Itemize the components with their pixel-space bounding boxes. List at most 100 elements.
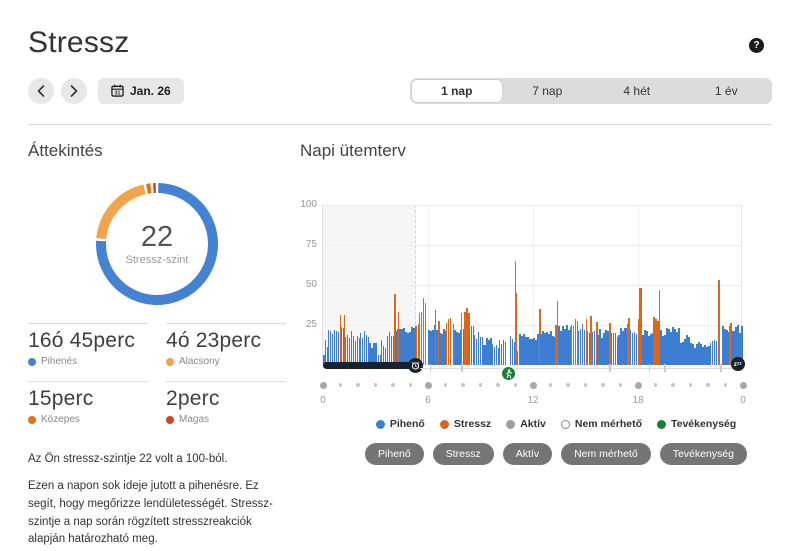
rest-bar [481,337,483,365]
chip-nem-mérhető[interactable]: Nem mérhető [561,443,651,465]
rest-bar [337,332,340,365]
sleep-start-zzz-icon[interactable]: zᶻᶻ [730,357,745,371]
hour-dot-minor [356,383,360,387]
rest-bar [498,340,501,365]
rest-bar [519,334,521,365]
stat-value: 15perc [28,387,94,410]
hour-dot-minor [706,383,710,387]
rest-bar [488,339,490,365]
stress-bar [447,318,449,365]
hour-dot-minor [653,383,658,387]
rest-bar [388,331,391,365]
rest-bar [533,338,535,365]
stress-donut-chart[interactable]: 22 Stressz-szint [94,181,220,307]
stress-bar [515,293,518,365]
legend-label: Nem mérhető [574,418,642,430]
header-divider [28,124,772,125]
rest-bar [599,328,601,365]
rest-bar [375,342,377,365]
tab-1-év[interactable]: 1 év [682,79,772,103]
stress-bar [424,313,427,365]
rest-bar [562,325,564,365]
rest-bar [652,333,654,365]
rest-bar [688,337,690,365]
date-picker-button[interactable]: 31 Jan. 26 [98,77,184,104]
hour-dot-minor [373,383,378,387]
rest-bar [735,326,737,365]
rest-bar [479,337,481,365]
prev-day-button[interactable] [28,77,54,104]
stat-label: Alacsony [179,356,220,367]
chart-plot-area[interactable]: zᶻᶻ 0 6 12 18 0 [319,205,747,406]
stat-label: Közepes [41,414,80,425]
rest-bar [554,336,556,365]
tab-4-hét[interactable]: 4 hét [592,79,682,103]
chip-tevékenység[interactable]: Tevékenység [659,443,747,465]
activity-marker-icon[interactable] [499,365,517,382]
legend-label: Stressz [453,418,492,430]
rest-bar [384,348,387,365]
tab-1-nap[interactable]: 1 nap [411,78,503,103]
legend-item-stressz: Stressz [439,418,492,430]
stress-bar [514,260,517,365]
donut-segment-alacsony [96,184,146,240]
hour-dot-minor [443,383,448,387]
stress-bar [718,280,720,365]
stress-bars[interactable] [323,205,743,365]
rest-bar [709,342,712,365]
stress-score-label: Stressz-szint [125,253,189,266]
hour-dot-major [319,381,327,389]
help-button[interactable]: ? [749,38,764,53]
medium-dot-icon [28,415,36,424]
rest-bar [405,332,407,365]
track-segment-tick [461,364,463,372]
hour-dot-minor [601,383,605,387]
rest-bar [352,336,355,365]
rest-bar [672,327,674,365]
rest-bar [566,325,568,365]
legend-dot-icon [506,419,516,429]
hour-dot-minor [408,383,413,387]
rest-bar [367,337,370,365]
rest-bar [666,328,668,365]
rest-bar [579,328,582,365]
chip-pihenő[interactable]: Pihenő [365,443,424,465]
chip-aktív[interactable]: Aktív [502,443,553,465]
rest-bar [409,332,411,365]
rest-bar [642,334,644,365]
rest-bar [635,334,638,365]
stress-bar [570,324,573,365]
rest-bar [454,330,456,365]
rest-bar [629,330,632,365]
rest-bar [326,347,329,365]
rest-bar [631,332,634,365]
y-tick-label: 75 [305,239,317,250]
rest-bar [486,338,488,365]
rest-bar [537,334,539,365]
rest-bar [662,335,664,365]
stress-bar [438,321,440,365]
tab-7-nap[interactable]: 7 nap [503,79,593,103]
stress-bar [464,311,466,365]
track-segment-tick [609,364,611,372]
y-axis-labels: 100 75 50 25 [300,199,317,365]
rest-bar [644,330,646,365]
rest-bar [523,333,525,365]
high-dot-icon [166,415,174,424]
legend-label: Pihenő [389,418,425,430]
rest-bar [392,336,395,365]
rest-bar [704,345,706,365]
rest-bar [361,337,364,365]
rest-bar [365,335,368,365]
rest-bar [605,329,607,365]
hour-dot-minor [391,383,395,387]
stress-bar [658,290,661,365]
stress-bar [460,313,463,365]
rest-bar [354,341,356,365]
rest-bar [618,335,620,365]
chip-stressz[interactable]: Stressz [432,443,494,465]
sleep-end-clock-icon[interactable] [407,358,423,373]
rest-bar [588,333,591,365]
stat-value: 2perc [166,387,220,410]
next-day-button[interactable] [61,77,87,104]
